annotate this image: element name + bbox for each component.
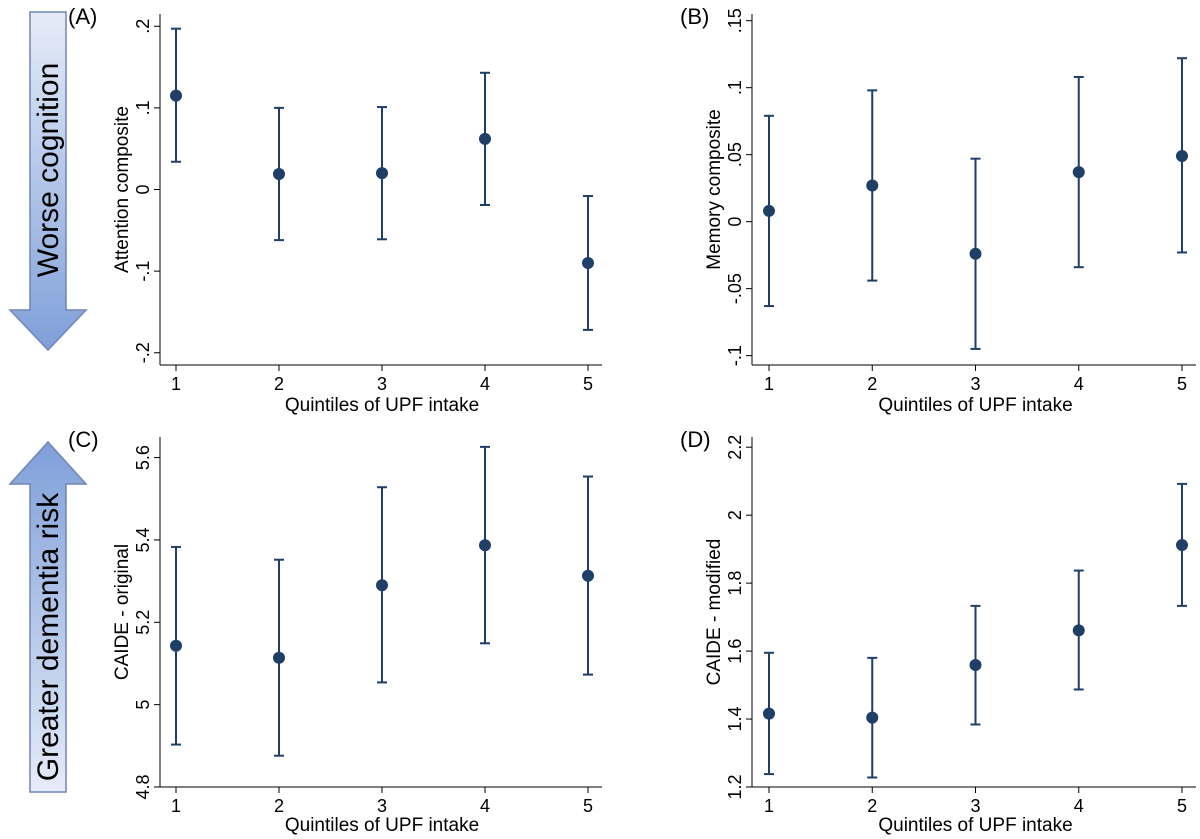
x-tick-label: 3 <box>970 796 980 816</box>
data-point <box>1072 166 1085 179</box>
x-tick-label: 3 <box>377 374 387 394</box>
x-axis-title: Quintiles of UPF intake <box>878 815 1072 836</box>
data-point <box>763 204 775 217</box>
data-point <box>1176 539 1188 552</box>
data-point <box>1176 150 1188 163</box>
panel-c: (C) 4.8 5 5.2 5.4 5.6 1 2 3 4 5 Quintiles of UPF in… <box>68 427 602 836</box>
x-tick-label: 5 <box>1177 796 1187 816</box>
x-tick-label: 3 <box>377 796 387 816</box>
y-tick-label: 5.4 <box>133 527 153 552</box>
panel-label: (D) <box>680 427 711 452</box>
y-axis-title: CAIDE - original <box>112 544 133 680</box>
worse-cognition-label: Worse cognition <box>32 63 65 278</box>
panel-label: (B) <box>680 4 709 29</box>
x-tick-label: 2 <box>867 374 877 394</box>
y-tick-label: 1.4 <box>725 707 745 732</box>
y-tick-label: 2 <box>725 510 745 520</box>
y-axis-title: CAIDE - modified <box>704 539 725 686</box>
x-tick-label: 1 <box>171 796 181 816</box>
data-point <box>866 179 879 192</box>
data-point <box>479 539 491 552</box>
x-tick-label: 4 <box>1074 796 1084 816</box>
data-point <box>582 569 594 582</box>
x-axis-title: Quintiles of UPF intake <box>285 815 479 836</box>
x-tick-label: 1 <box>764 374 774 394</box>
x-tick-label: 4 <box>1074 374 1084 394</box>
x-tick-label: 4 <box>480 374 490 394</box>
x-tick-label: 4 <box>480 796 490 816</box>
y-tick-label: 5.6 <box>133 445 153 470</box>
x-tick-label: 2 <box>274 374 284 394</box>
y-tick-label: 0 <box>133 184 153 194</box>
y-tick-label: -.2 <box>133 342 153 363</box>
y-axis-title: Memory composite <box>704 109 725 270</box>
data-point <box>376 579 388 592</box>
y-tick-label: .2 <box>133 19 153 34</box>
x-tick-label: 5 <box>1177 374 1187 394</box>
y-tick-label: 5 <box>133 700 153 710</box>
data-point <box>1072 624 1085 637</box>
x-axis-title: Quintiles of UPF intake <box>878 395 1072 416</box>
dementia-risk-arrow: Greater dementia risk <box>8 440 88 793</box>
x-tick-label: 5 <box>583 374 593 394</box>
worse-cognition-arrow: Worse cognition <box>8 11 88 352</box>
x-tick-label: 2 <box>867 796 877 816</box>
data-point <box>582 256 594 269</box>
y-tick-label: .1 <box>133 100 153 115</box>
x-tick-label: 3 <box>970 374 980 394</box>
data-point <box>969 659 982 672</box>
x-tick-label: 1 <box>171 374 181 394</box>
y-tick-label: 2.2 <box>725 435 745 460</box>
y-tick-label: -.05 <box>725 273 745 304</box>
y-tick-label: 1.6 <box>725 639 745 664</box>
data-point <box>479 132 491 145</box>
y-tick-label: 0 <box>725 217 745 227</box>
panel-label: (A) <box>68 4 97 29</box>
arrow-down-shape <box>8 11 88 352</box>
data-point <box>170 639 182 652</box>
data-point <box>170 89 182 102</box>
y-tick-label: -.1 <box>133 261 153 282</box>
y-tick-label: 1.8 <box>725 571 745 596</box>
data-point <box>866 711 879 724</box>
y-tick-label: .05 <box>725 142 745 167</box>
panel-d: (D) 1.2 1.4 1.6 1.8 2 2.2 1 2 3 4 5 Quintiles of UPF… <box>680 427 1196 836</box>
x-axis-title: Quintiles of UPF intake <box>285 395 479 416</box>
y-tick-label: 4.8 <box>133 774 153 799</box>
x-tick-label: 5 <box>583 796 593 816</box>
y-tick-label: .15 <box>725 8 745 33</box>
y-axis-title: Attention composite <box>112 106 133 273</box>
x-tick-label: 2 <box>274 796 284 816</box>
panel-a: (A) -.2 -.1 0 .1 .2 1 2 3 4 5 Quintiles of UPF inta… <box>68 4 602 416</box>
panel-b: (B) -.1 -.05 0 .05 .1 .15 1 2 3 4 5 Quintiles of UPF… <box>680 4 1196 416</box>
dementia-risk-label: Greater dementia risk <box>32 492 65 781</box>
y-tick-label: 5.2 <box>133 610 153 635</box>
data-point <box>273 651 285 664</box>
arrow-up-shape <box>8 440 88 793</box>
y-tick-label: .1 <box>725 80 745 95</box>
data-point <box>273 167 285 180</box>
x-tick-label: 1 <box>764 796 774 816</box>
data-point <box>376 167 388 180</box>
data-point <box>763 707 775 720</box>
y-tick-label: 1.2 <box>725 774 745 799</box>
panel-label: (C) <box>68 427 99 452</box>
data-point <box>969 247 982 260</box>
y-tick-label: -.1 <box>725 345 745 366</box>
